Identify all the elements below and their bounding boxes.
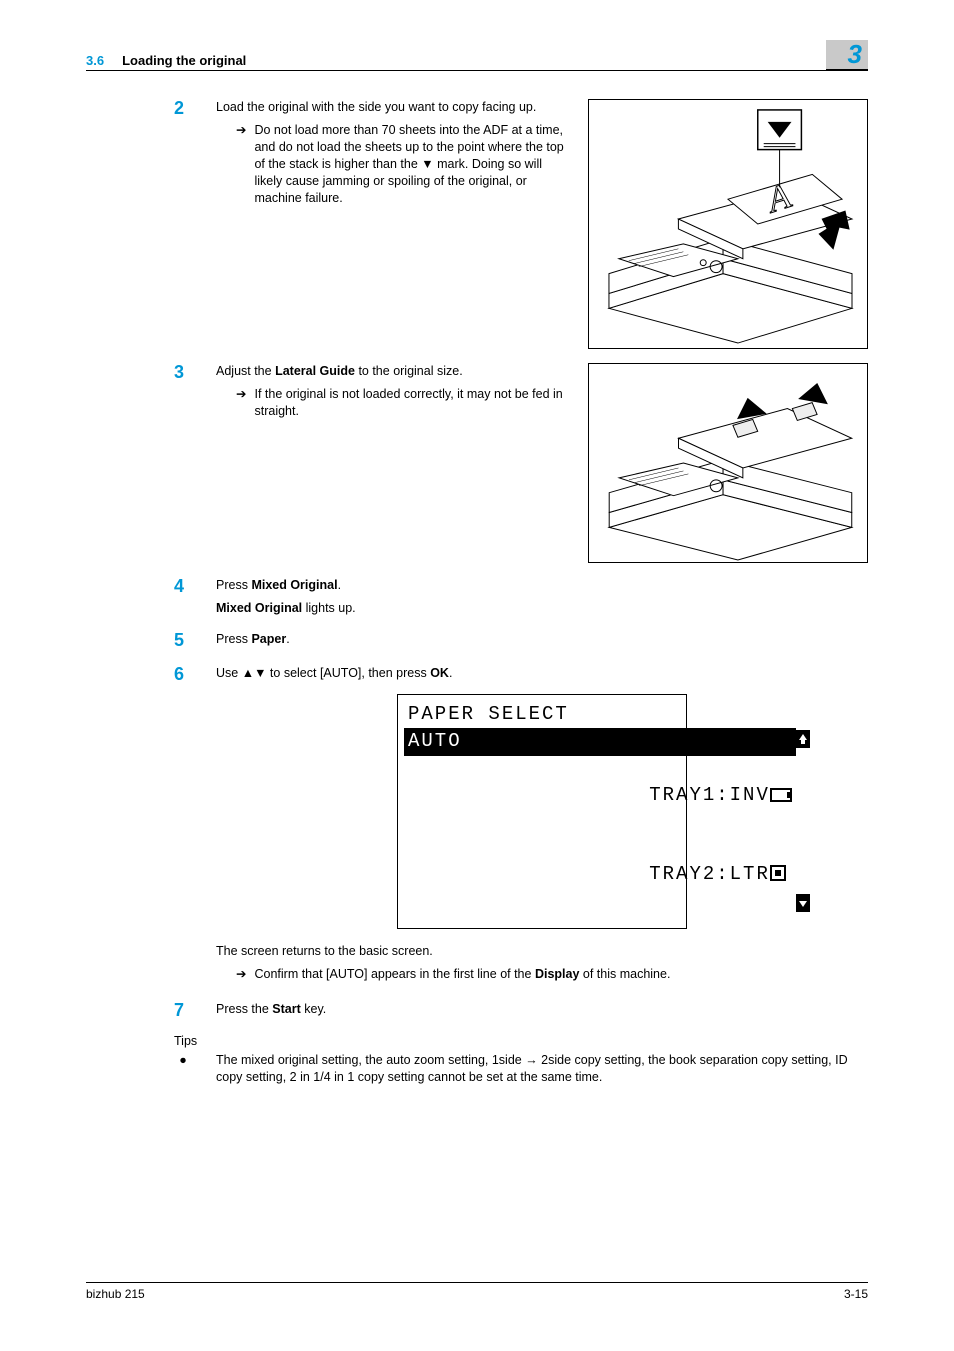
- step-7-text: Press the Start key.: [216, 1002, 326, 1016]
- arrow-icon: ➔: [236, 386, 246, 420]
- header-left: 3.6 Loading the original: [86, 53, 246, 68]
- down-triangle-icon: ▼: [421, 156, 433, 173]
- lateral-guide-illustration: [588, 363, 868, 563]
- scroll-down-icon: [796, 894, 810, 912]
- chapter-number: 3: [848, 39, 862, 70]
- section-title: Loading the original: [122, 53, 246, 68]
- tray-landscape-icon: [770, 788, 792, 802]
- step-number: 3: [174, 363, 192, 563]
- step-3-sub-1: ➔ If the original is not loaded correctl…: [236, 386, 570, 420]
- tips-heading: Tips: [174, 1034, 868, 1048]
- step-6-sub-1-text: Confirm that [AUTO] appears in the first…: [254, 966, 670, 983]
- scroll-up-icon: [796, 730, 810, 748]
- chapter-badge: 3: [826, 40, 868, 70]
- up-triangle-icon: ▲: [242, 665, 254, 682]
- step-4-line1: Press Mixed Original.: [216, 577, 868, 594]
- step-number: 5: [174, 631, 192, 651]
- step-4: 4 Press Mixed Original. Mixed Original l…: [174, 577, 868, 617]
- step-4-line2: Mixed Original lights up.: [216, 600, 868, 617]
- step-3: 3 Adjust the Lateral Guide to the origin…: [174, 363, 868, 563]
- footer-left: bizhub 215: [86, 1287, 145, 1301]
- step-5: 5 Press Paper.: [174, 631, 868, 651]
- step-2-sub-1-text: Do not load more than 70 sheets into the…: [254, 122, 570, 207]
- bullet-icon: ●: [174, 1052, 192, 1086]
- step-7: 7 Press the Start key.: [174, 1001, 868, 1021]
- lcd-line-2: TRAY1:INV: [404, 756, 796, 835]
- footer-right: 3-15: [844, 1287, 868, 1301]
- step-number: 6: [174, 665, 192, 987]
- step-number: 2: [174, 99, 192, 349]
- arrow-icon: ➔: [236, 966, 246, 983]
- section-number: 3.6: [86, 53, 104, 68]
- content-area: 2 Load the original with the side you wa…: [86, 71, 868, 1086]
- lcd-scrollbar: [796, 728, 810, 913]
- step-5-text: Press Paper.: [216, 632, 290, 646]
- lcd-display: PAPER SELECT AUTO TRAY1:INV TRAY2:LTR: [397, 694, 687, 929]
- step-6-main: Use ▲▼ to select [AUTO], then press OK.: [216, 665, 868, 682]
- tips-item-1-text: The mixed original setting, the auto zoo…: [216, 1052, 868, 1086]
- page-footer: bizhub 215 3-15: [86, 1282, 868, 1301]
- lcd-line-3: TRAY2:LTR: [404, 835, 796, 914]
- tray-portrait-icon: [770, 865, 788, 881]
- lcd-line-selected: AUTO: [404, 728, 796, 756]
- step-3-sub-1-text: If the original is not loaded correctly,…: [254, 386, 570, 420]
- step-6-sub-1: ➔ Confirm that [AUTO] appears in the fir…: [236, 966, 868, 983]
- step-6-after: The screen returns to the basic screen.: [216, 943, 868, 960]
- step-2-sub-1: ➔ Do not load more than 70 sheets into t…: [236, 122, 570, 207]
- lcd-title: PAPER SELECT: [404, 701, 680, 729]
- step-number: 4: [174, 577, 192, 617]
- tips-item-1: ● The mixed original setting, the auto z…: [174, 1052, 868, 1086]
- down-triangle-icon: ▼: [254, 665, 266, 682]
- step-2: 2 Load the original with the side you wa…: [174, 99, 868, 349]
- arrow-icon: ➔: [236, 122, 246, 207]
- step-2-main: Load the original with the side you want…: [216, 99, 570, 116]
- adf-loading-illustration: A: [588, 99, 868, 349]
- step-number: 7: [174, 1001, 192, 1021]
- page-header: 3.6 Loading the original 3: [86, 40, 868, 71]
- step-6: 6 Use ▲▼ to select [AUTO], then press OK…: [174, 665, 868, 987]
- step-3-main: Adjust the Lateral Guide to the original…: [216, 363, 570, 380]
